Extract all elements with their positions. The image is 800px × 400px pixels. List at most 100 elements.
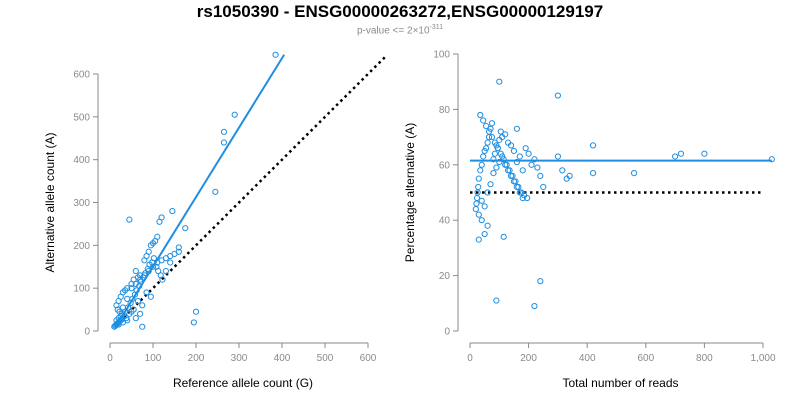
panel1-data-point [128, 280, 135, 287]
panel2-y-tick-label: 60 [439, 160, 451, 171]
panel2-data-point [589, 142, 597, 149]
panel2-data-point [493, 297, 500, 304]
panel2-data-point [554, 153, 562, 160]
panel1-data-point [139, 323, 146, 330]
panel2-data-point [497, 128, 504, 135]
panel2-data-point [475, 236, 482, 243]
panel1-data-point [190, 319, 197, 326]
panel1-data-point [272, 51, 279, 58]
panel1-data-point [128, 308, 135, 315]
panel1-reference-line [114, 55, 387, 327]
panel2-data-point [472, 206, 479, 213]
panel1-data-point [156, 218, 163, 225]
panel1-data-point [132, 280, 139, 287]
panel2-y-tick-label: 0 [444, 327, 450, 338]
panel2-data-point [506, 167, 513, 174]
panel1-data-point [149, 263, 157, 270]
panel2-data-point [491, 139, 499, 146]
panel2-data-point [477, 167, 484, 174]
panel2-data-point [510, 147, 518, 155]
panel2-data-point [475, 183, 482, 191]
panel2-data-point [481, 203, 488, 210]
panel2-x-tick-label: 400 [579, 353, 596, 364]
panel2-data-point [701, 150, 708, 157]
panel2-data-point [497, 150, 504, 157]
panel1-fit-line [114, 54, 286, 329]
panel2-data-point [509, 172, 516, 179]
panel2-data-point [537, 278, 544, 285]
panel2-data-point [537, 172, 544, 179]
panel2-data-point [630, 170, 638, 177]
panel2-y-tick-label: 20 [439, 271, 451, 282]
panel1-x-tick-label: 600 [360, 353, 377, 364]
panel1-data-point [220, 128, 228, 135]
panel2-data-point [531, 156, 538, 163]
panel1-data-point [169, 207, 176, 215]
panel1-data-point [162, 267, 169, 275]
panel1-x-tick-label: 200 [188, 353, 205, 364]
panel2-data-point [491, 150, 499, 157]
panel1-y-tick-label: 500 [73, 112, 90, 123]
panel2-data-point [490, 156, 497, 163]
panel2-data-point [484, 139, 491, 146]
panel2-data-point [589, 170, 597, 177]
panel2-x-tick-label: 800 [696, 353, 713, 364]
panel2-data-point [478, 217, 485, 224]
panel2-data-point [487, 181, 494, 188]
panel2-data-point [480, 153, 487, 160]
panel2-data-point [516, 153, 523, 160]
panel2-data-point [528, 161, 535, 168]
panel2-data-point [481, 230, 488, 238]
panel2-x-tick-label: 1,000 [750, 353, 775, 364]
panel1-x-tick-label: 300 [231, 353, 248, 364]
panel2-data-point [485, 128, 493, 135]
panel1-y-tick-label: 600 [73, 70, 90, 81]
panel2-data-point [483, 122, 490, 130]
panel2-data-point [478, 197, 485, 204]
panel2-data-point [531, 302, 538, 310]
panel2-data-point [475, 211, 482, 218]
panel1-y-tick-label: 300 [73, 198, 90, 209]
panel2-data-point [484, 189, 491, 196]
panel1-data-point [147, 293, 154, 300]
panel1-data-point [175, 244, 182, 251]
panel1-data-point [150, 255, 157, 262]
panel2-data-point [513, 125, 520, 132]
panel2-data-point [494, 145, 501, 152]
panel1-data-point [113, 302, 120, 309]
panel1-data-point [143, 289, 150, 296]
panel2-x-tick-label: 0 [467, 353, 473, 364]
panel1-data-point [192, 308, 200, 315]
panel1-data-point [128, 285, 135, 292]
panel2-data-point [481, 147, 488, 155]
panel2-data-point [512, 178, 519, 185]
panel2-data-point [488, 134, 496, 141]
figure-subtitle: p-value <= 2×10-311 [0, 24, 800, 36]
panel2-x-tick-label: 200 [520, 353, 537, 364]
panel1-data-point [134, 297, 142, 305]
panel2-data-point [515, 183, 522, 191]
subtitle-prefix: p-value <= 2×10 [356, 25, 430, 37]
panel2-data-point [480, 117, 487, 124]
panel1-y-tick-label: 200 [73, 241, 90, 252]
panel2-data-point [500, 156, 507, 163]
panel1-data-point [132, 267, 139, 275]
panel1-data-point [159, 276, 166, 283]
panel1-data-point [167, 259, 174, 266]
panel2-y-tick-label: 100 [433, 50, 450, 61]
panel1-data-point [119, 304, 127, 311]
panel1-y-axis-label: Alternative allele count (A) [43, 132, 57, 272]
panel2-data-point [503, 161, 510, 168]
panel1-y-tick-label: 0 [84, 327, 90, 338]
panel1-data-point [147, 242, 154, 249]
panel2-data-point [496, 136, 503, 143]
panel2-data-point [513, 158, 520, 166]
panel2-data-point [478, 161, 485, 168]
panel2-y-tick-label: 40 [439, 216, 451, 227]
panel2-y-tick-label: 80 [439, 105, 451, 116]
panel1-data-point [126, 216, 133, 223]
panel1-x-tick-label: 100 [145, 353, 162, 364]
panel1-x-tick-label: 0 [107, 353, 113, 364]
panel1-data-point [171, 250, 178, 257]
